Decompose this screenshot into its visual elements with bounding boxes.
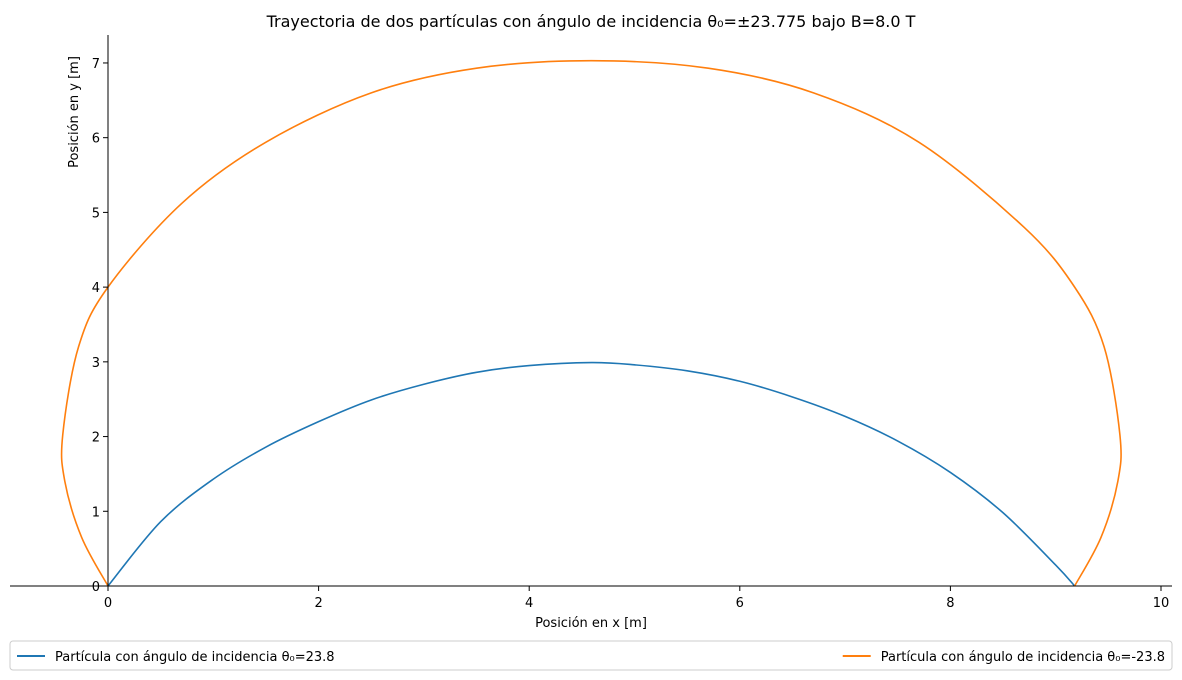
y-tick-label: 4 bbox=[92, 281, 100, 296]
x-tick-label: 2 bbox=[314, 596, 322, 611]
plot-area bbox=[60, 59, 1122, 587]
chart-title: Trayectoria de dos partículas con ángulo… bbox=[266, 12, 916, 31]
y-tick-label: 2 bbox=[92, 431, 100, 446]
x-tick-label: 4 bbox=[525, 596, 533, 611]
y-axis-label: Posición en y [m] bbox=[67, 56, 82, 168]
y-tick-label: 0 bbox=[92, 580, 100, 595]
legend-frame bbox=[9, 640, 1173, 671]
x-axis: 0 2 4 6 8 10 bbox=[10, 585, 1172, 611]
legend-label-1: Partícula con ángulo de incidencia θ₀=23… bbox=[55, 650, 335, 665]
series-line-1 bbox=[107, 361, 1076, 587]
legend-label-2: Partícula con ángulo de incidencia θ₀=-2… bbox=[881, 650, 1165, 665]
y-tick-label: 1 bbox=[92, 505, 100, 520]
y-tick-label: 6 bbox=[92, 132, 100, 147]
y-axis: 0 1 2 3 4 5 6 7 bbox=[92, 35, 109, 595]
x-tick-label: 10 bbox=[1153, 596, 1170, 611]
y-tick-label: 7 bbox=[92, 57, 100, 72]
x-tick-label: 8 bbox=[946, 596, 954, 611]
legend: Partícula con ángulo de incidencia θ₀=23… bbox=[9, 640, 1173, 671]
y-tick-label: 3 bbox=[92, 356, 100, 371]
x-tick-label: 0 bbox=[104, 596, 112, 611]
series-line-2 bbox=[60, 59, 1122, 587]
x-axis-label: Posición en x [m] bbox=[535, 616, 647, 631]
x-tick-label: 6 bbox=[736, 596, 744, 611]
y-tick-label: 5 bbox=[92, 206, 100, 221]
